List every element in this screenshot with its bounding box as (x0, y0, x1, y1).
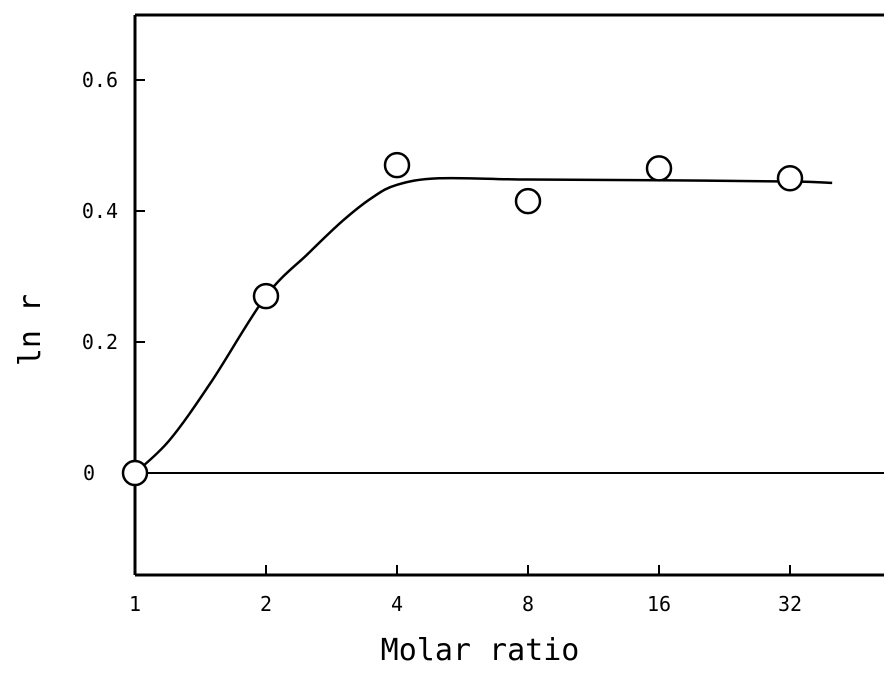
data-point (121, 459, 149, 487)
fit-curve (134, 176, 833, 474)
y-tick-label: 0.2 (82, 330, 118, 354)
x-tick-label: 8 (522, 592, 534, 616)
x-axis-title: Molar ratio (381, 633, 580, 668)
x-tick-label: 2 (260, 592, 272, 616)
y-axis-title: ln r (13, 294, 48, 366)
fit-curve-layer (134, 176, 833, 474)
data-point (645, 155, 673, 182)
x-tick-label: 16 (647, 592, 671, 616)
data-point (252, 282, 280, 310)
x-tick-label: 1 (129, 592, 141, 616)
y-tick-label: 0.4 (82, 199, 118, 223)
data-points (121, 151, 804, 487)
data-point (776, 165, 804, 192)
axes (133, 13, 884, 577)
ticks: 1 2 4 8 16 32 0 0.2 0.4 0.6 (82, 68, 802, 616)
data-point (383, 151, 411, 179)
x-tick-label: 32 (778, 592, 802, 616)
y-tick-label: 0 (83, 461, 95, 485)
x-tick-label: 4 (391, 592, 403, 616)
data-point (514, 187, 542, 215)
y-tick-label: 0.6 (82, 68, 118, 92)
